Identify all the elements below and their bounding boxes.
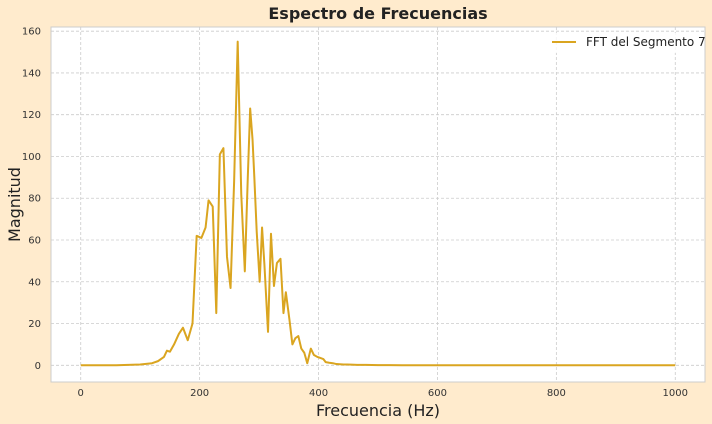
y-axis-ticks: 0 20 40 60 80 100 120 140 160 — [22, 27, 41, 372]
y-axis-title: Magnitud — [5, 167, 24, 242]
y-tick-label: 60 — [28, 236, 41, 247]
chart-title: Espectro de Frecuencias — [268, 4, 487, 23]
x-tick-label: 400 — [309, 388, 328, 399]
x-tick-label: 600 — [428, 388, 447, 399]
legend: FFT del Segmento 7 — [544, 33, 706, 53]
legend-label: FFT del Segmento 7 — [586, 35, 706, 49]
y-tick-label: 80 — [28, 194, 41, 205]
y-tick-label: 20 — [28, 319, 41, 330]
x-tick-label: 1000 — [663, 388, 688, 399]
x-axis-ticks: 0 200 400 600 800 1000 — [78, 388, 688, 399]
y-tick-label: 0 — [35, 361, 41, 372]
x-axis-title: Frecuencia (Hz) — [316, 401, 440, 420]
x-tick-label: 0 — [78, 388, 84, 399]
x-tick-label: 200 — [190, 388, 209, 399]
series-line-fft — [80, 40, 676, 367]
legend-box — [544, 33, 700, 53]
y-tick-label: 100 — [22, 152, 41, 163]
plot-area — [50, 26, 706, 383]
y-tick-label: 120 — [22, 110, 41, 121]
x-tick-label: 800 — [547, 388, 566, 399]
y-tick-label: 40 — [28, 277, 41, 288]
y-tick-label: 160 — [22, 27, 41, 38]
y-tick-label: 140 — [22, 68, 41, 79]
